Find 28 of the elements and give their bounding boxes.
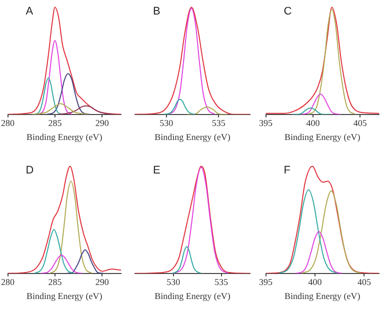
x-tick-label: 290 — [95, 118, 110, 128]
x-axis-title: Binding Energy (eV) — [26, 132, 102, 142]
x-tick-label: 280 — [1, 277, 15, 288]
x-axis-title: Binding Energy (eV) — [26, 290, 102, 301]
chart-title: D — [26, 164, 34, 177]
x-tick-label: 285 — [48, 277, 62, 288]
x-tick-label: 530 — [166, 277, 181, 288]
chart-title: A — [26, 6, 34, 18]
chart-title: E — [153, 164, 160, 177]
x-tick-label: 400 — [308, 277, 322, 288]
chart-title: C — [284, 6, 292, 18]
x-axis-title: Binding Energy (eV) — [284, 132, 360, 142]
x-tick-label: 405 — [353, 118, 368, 128]
x-tick-label: 395 — [259, 118, 273, 128]
x-axis-title: Binding Energy (eV) — [284, 290, 360, 301]
x-axis-title: Binding Energy (eV) — [154, 132, 230, 142]
x-tick-label: 290 — [95, 277, 110, 288]
chart-title: B — [153, 6, 160, 18]
x-tick-label: 400 — [306, 118, 320, 128]
x-tick-label: 530 — [160, 118, 174, 128]
x-tick-label: 535 — [214, 277, 228, 288]
x-tick-label: 395 — [259, 277, 273, 288]
x-tick-label: 405 — [357, 277, 372, 288]
chart-title: F — [284, 164, 291, 177]
x-tick-label: 280 — [1, 118, 15, 128]
x-axis-title: Binding Energy (eV) — [154, 290, 230, 301]
x-tick-label: 535 — [212, 118, 226, 128]
x-tick-label: 285 — [48, 118, 62, 128]
